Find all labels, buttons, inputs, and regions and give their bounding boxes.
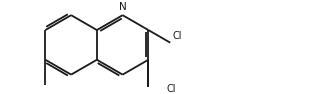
Text: N: N: [119, 2, 126, 12]
Text: Cl: Cl: [167, 85, 176, 94]
Text: Cl: Cl: [172, 31, 182, 41]
